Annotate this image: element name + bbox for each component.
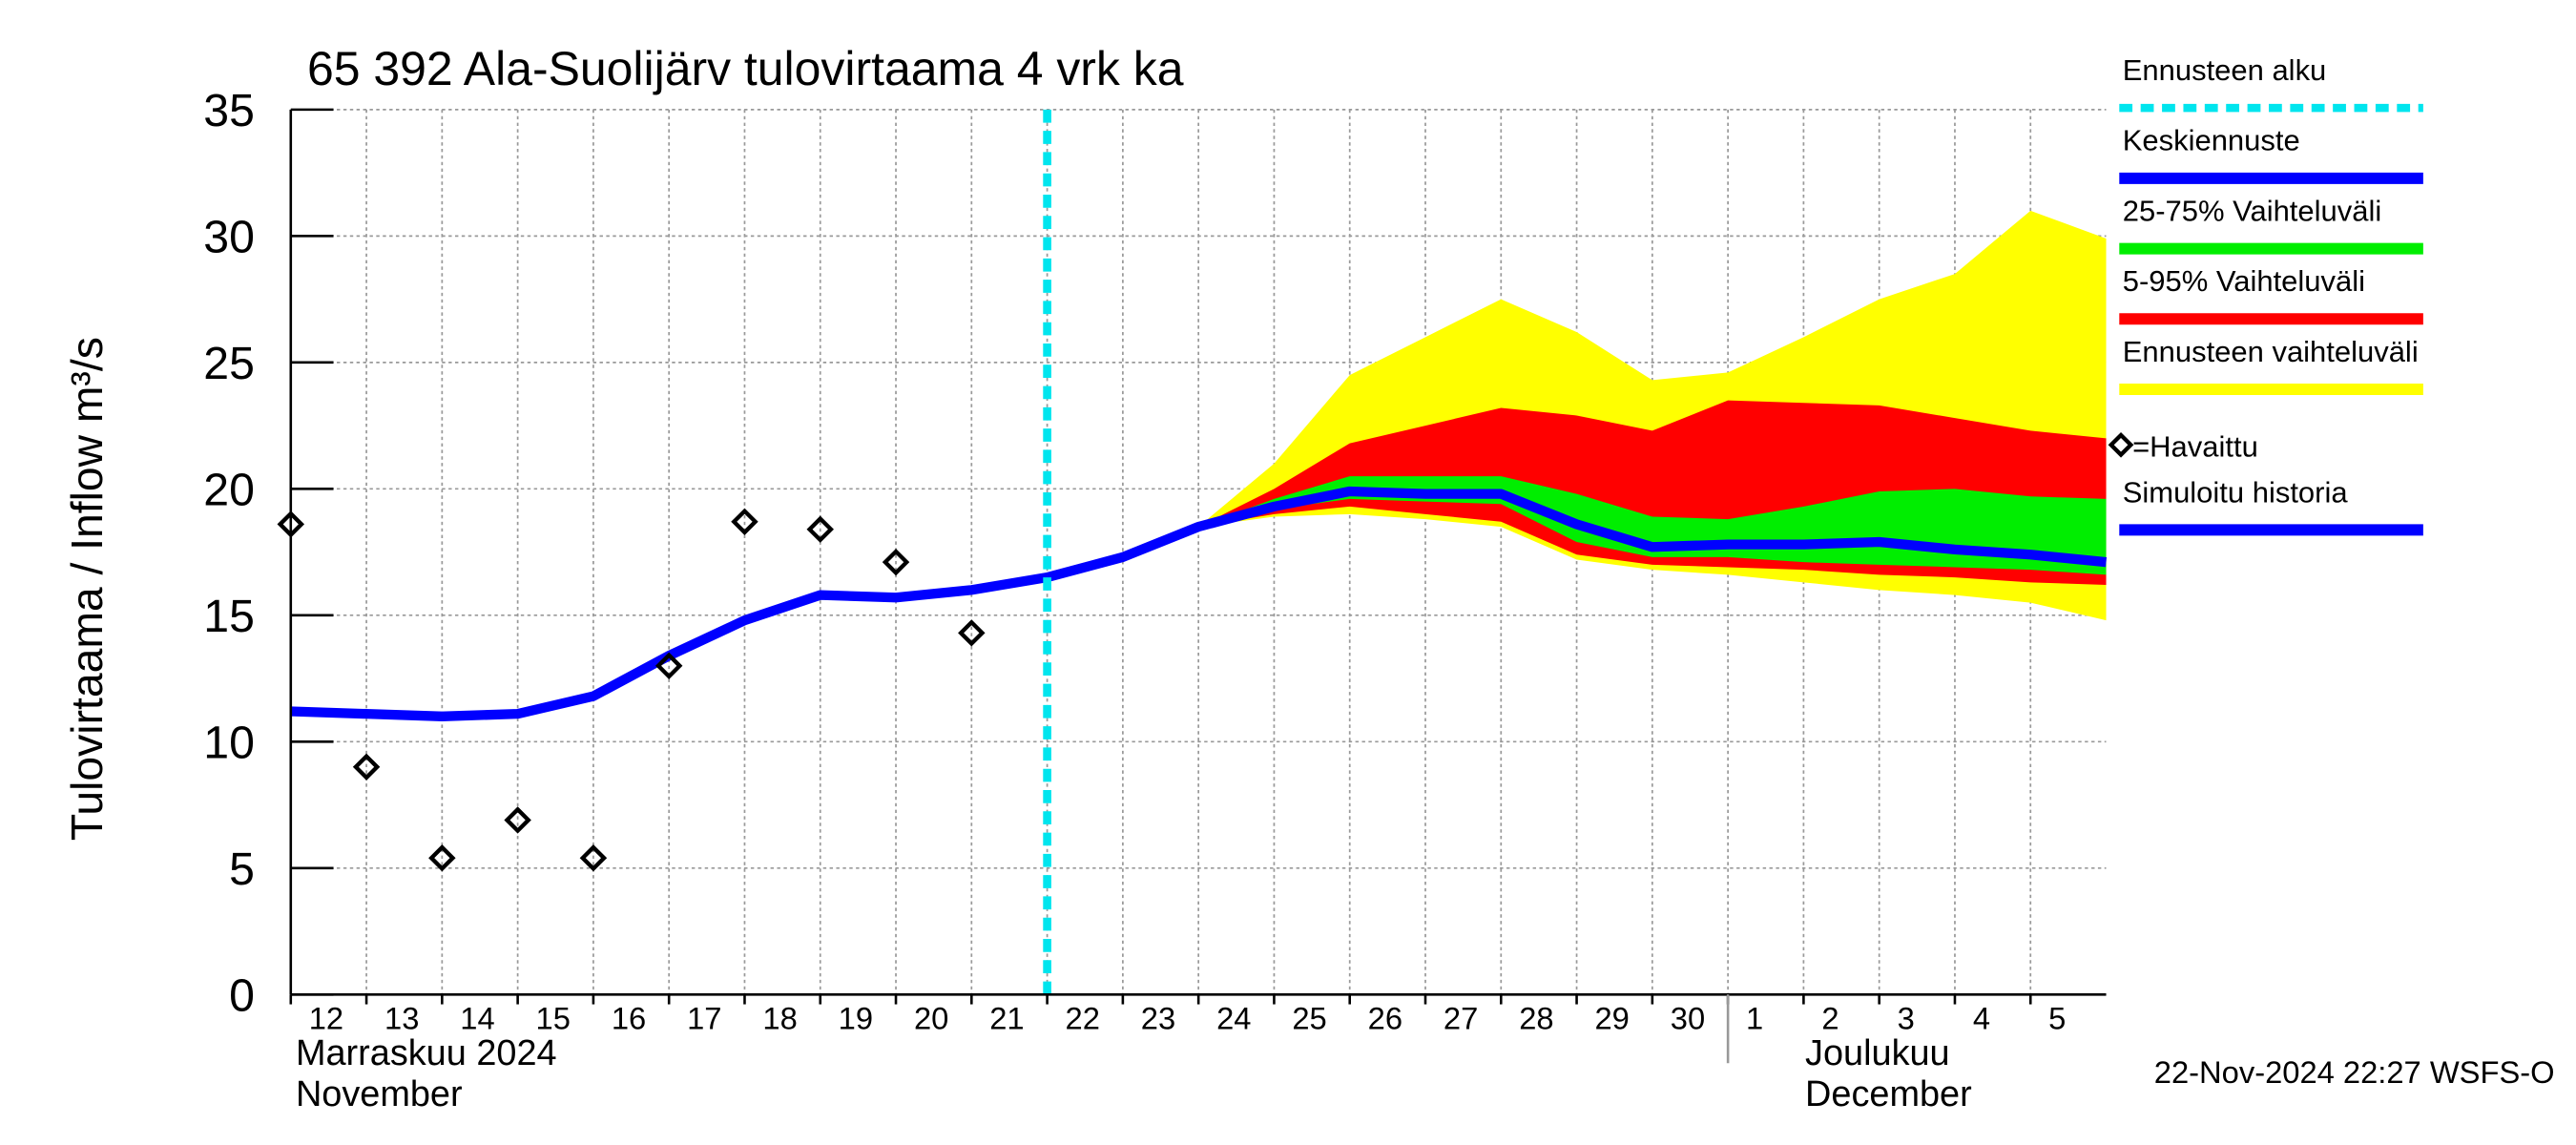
x-tick-label: 12	[309, 1000, 343, 1035]
x-tick-label: 29	[1595, 1000, 1630, 1035]
month-label: November	[296, 1074, 463, 1114]
y-tick-label: 30	[203, 212, 255, 263]
month-label: December	[1805, 1074, 1972, 1114]
x-tick-label: 26	[1368, 1000, 1402, 1035]
observed-point	[579, 844, 608, 872]
observed-point	[958, 619, 986, 647]
legend-label: 25-75% Vaihteluväli	[2123, 194, 2381, 227]
observed-point	[882, 548, 910, 576]
range-band	[1198, 476, 2107, 575]
x-tick-label: 14	[460, 1000, 494, 1035]
chart-title: 65 392 Ala-Suolijärv tulovirtaama 4 vrk …	[307, 42, 1184, 95]
y-tick-label: 5	[229, 843, 255, 895]
x-tick-label: 2	[1821, 1000, 1839, 1035]
x-tick-label: 20	[914, 1000, 948, 1035]
x-tick-label: 5	[2048, 1000, 2066, 1035]
y-tick-label: 35	[203, 85, 255, 136]
y-tick-label: 0	[229, 970, 255, 1022]
observed-point	[428, 844, 456, 872]
legend-label: =Havaittu	[2132, 429, 2258, 463]
x-tick-label: 19	[839, 1000, 873, 1035]
observed-point	[504, 806, 531, 834]
x-tick-label: 24	[1216, 1000, 1251, 1035]
x-tick-label: 27	[1444, 1000, 1478, 1035]
x-tick-label: 18	[762, 1000, 797, 1035]
legend-label: Keskiennuste	[2123, 124, 2300, 157]
x-tick-label: 25	[1292, 1000, 1326, 1035]
month-label: Marraskuu 2024	[296, 1033, 557, 1073]
x-tick-label: 17	[687, 1000, 721, 1035]
legend-label: Ennusteen vaihteluväli	[2123, 335, 2419, 368]
legend-label: Ennusteen alku	[2123, 53, 2327, 87]
x-tick-label: 3	[1898, 1000, 1915, 1035]
y-tick-label: 20	[203, 465, 255, 516]
x-tick-label: 16	[612, 1000, 646, 1035]
y-tick-label: 25	[203, 338, 255, 389]
x-tick-label: 22	[1066, 1000, 1100, 1035]
y-tick-label: 15	[203, 591, 255, 642]
observed-point	[654, 652, 683, 679]
x-tick-label: 4	[1973, 1000, 1990, 1035]
observed-point	[731, 508, 758, 535]
series-line	[1046, 486, 2108, 583]
legend-label: 5-95% Vaihteluväli	[2123, 264, 2365, 298]
y-axis-label: Tulovirtaama / Inflow m³/s	[62, 337, 112, 841]
month-label: Joulukuu	[1805, 1033, 1950, 1073]
legend-label: Simuloitu historia	[2123, 475, 2349, 509]
x-tick-label: 13	[384, 1000, 419, 1035]
x-tick-label: 1	[1746, 1000, 1763, 1035]
x-tick-label: 30	[1671, 1000, 1705, 1035]
observed-point	[806, 515, 834, 543]
x-tick-label: 23	[1141, 1000, 1175, 1035]
x-tick-label: 15	[536, 1000, 571, 1035]
plot-area	[277, 210, 2108, 872]
y-tick-label: 10	[203, 718, 255, 769]
timestamp: 22-Nov-2024 22:27 WSFS-O	[2154, 1054, 2555, 1090]
legend-marker	[2108, 431, 2134, 458]
x-tick-label: 28	[1519, 1000, 1553, 1035]
observed-point	[352, 753, 381, 781]
x-tick-label: 21	[989, 1000, 1024, 1035]
